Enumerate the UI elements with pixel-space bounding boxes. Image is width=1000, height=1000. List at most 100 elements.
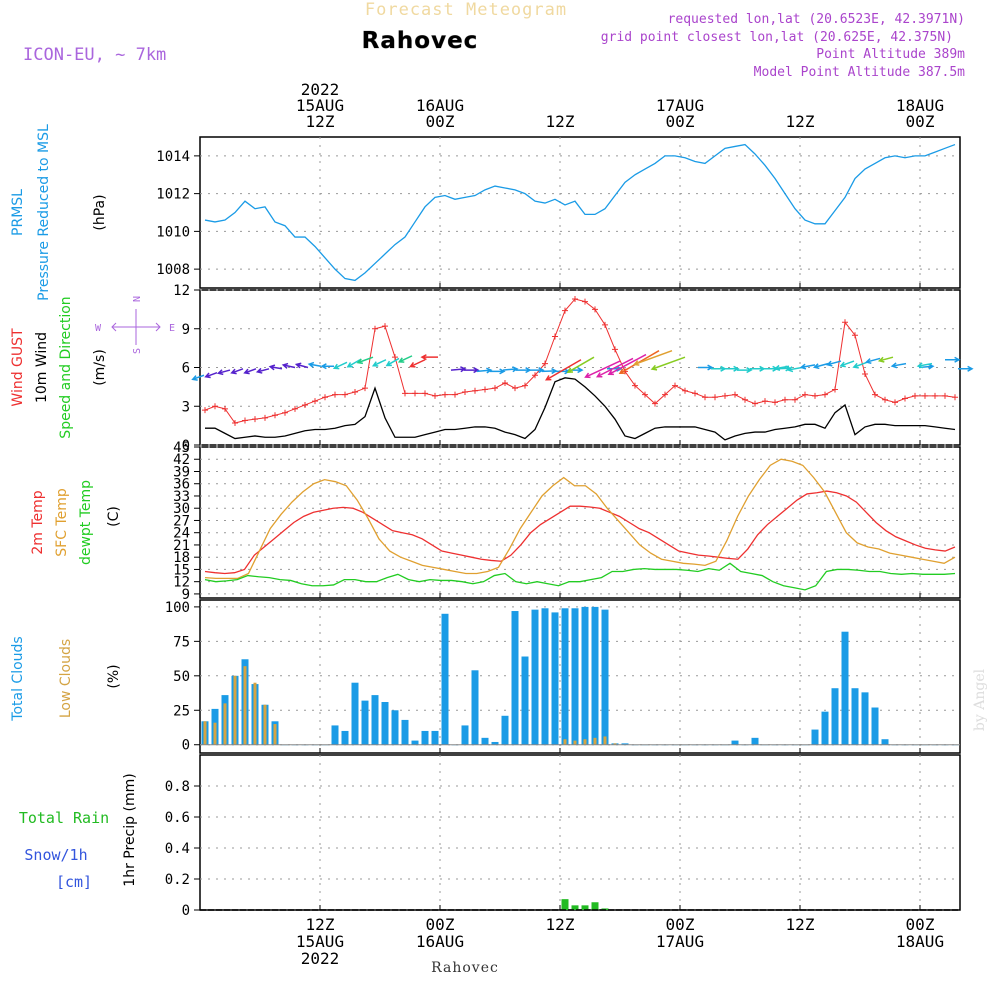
series-label: Speed and Direction <box>58 296 74 438</box>
y-tick-label: 36 <box>173 477 190 493</box>
gust-marker <box>932 392 938 399</box>
gust-line <box>204 298 956 424</box>
total-cloud-bar <box>821 711 829 745</box>
bottom-time-label: 00Z <box>906 915 935 934</box>
model-altitude: Model Point Altitude 387.5m <box>754 65 965 80</box>
y-axis-label: (%) <box>106 664 122 688</box>
total-cloud-bar <box>591 606 599 745</box>
series-label: 10m Wind <box>34 332 50 403</box>
bottom-time-label: 00Z <box>666 915 695 934</box>
wind-direction-arrow <box>839 360 855 368</box>
y-tick-label: 0 <box>182 438 190 454</box>
footer-location: Rahovec <box>431 960 499 976</box>
gust-marker <box>562 307 568 314</box>
low-cloud-bar <box>573 740 577 745</box>
total-cloud-bar <box>501 715 509 745</box>
series-label: SFC Temp <box>54 488 70 557</box>
compass-east: E <box>169 323 175 334</box>
wind-direction-arrow <box>786 366 803 373</box>
gust-marker <box>502 380 508 386</box>
panel-frame <box>199 136 961 289</box>
y-tick-label: 0.6 <box>165 810 190 826</box>
total-cloud-bar <box>381 702 389 745</box>
y-tick-label: 0 <box>182 903 190 919</box>
wind-direction-arrow <box>632 350 673 366</box>
low-cloud-bar <box>223 703 227 745</box>
wind-speed-line <box>205 377 956 441</box>
y-tick-label: 12 <box>173 575 190 591</box>
wind-direction-arrow <box>450 366 467 373</box>
wind-direction-arrow <box>698 364 714 371</box>
panel-clouds: 0 25 50 75 100 Total Clouds Low Clouds (%) <box>10 599 961 754</box>
total-cloud-bar <box>861 692 869 745</box>
top-time-label: 00Z <box>426 112 455 131</box>
series-label: Total Rain <box>19 809 109 827</box>
wind-direction-arrow <box>877 356 894 363</box>
wind-direction-arrow <box>502 366 519 373</box>
y-axis-label: (hPa) <box>92 194 108 230</box>
series-label: [cm] <box>56 873 92 891</box>
requested-coords: requested lon,lat (20.6523E, 42.3971N) <box>668 12 965 27</box>
bottom-time-label: 17AUG <box>656 932 704 951</box>
total-cloud-bar <box>561 608 569 745</box>
low-cloud-bar <box>273 724 277 745</box>
gust-marker <box>652 400 658 407</box>
gust-marker <box>792 396 798 403</box>
gust-marker <box>282 409 288 416</box>
gust-marker <box>632 382 638 389</box>
gust-marker <box>322 394 328 401</box>
gust-marker <box>942 392 948 399</box>
bottom-time-label: 2022 <box>301 949 340 968</box>
total-cloud-bar <box>371 695 379 745</box>
gust-marker <box>862 370 868 377</box>
wind-direction-arrow <box>294 362 309 369</box>
wind-direction-arrow <box>409 359 426 368</box>
rain-bar <box>571 905 579 910</box>
gust-marker <box>242 417 248 424</box>
product-title: Forecast Meteogram <box>365 0 567 20</box>
low-cloud-bar <box>203 721 207 745</box>
wind-direction-arrow <box>356 356 374 365</box>
gust-marker <box>262 414 268 421</box>
wind-direction-arrow <box>420 354 438 361</box>
wind-direction-arrow <box>332 361 348 370</box>
gust-marker <box>602 321 608 328</box>
gust-marker <box>742 396 748 403</box>
gust-marker <box>272 412 278 419</box>
gust-marker <box>222 405 228 412</box>
total-cloud-bar <box>471 670 479 745</box>
rain-bar <box>581 905 589 910</box>
y-tick-label: 25 <box>173 703 190 719</box>
gust-marker <box>882 396 888 403</box>
wind-direction-arrow <box>773 364 790 371</box>
gust-marker <box>422 390 428 397</box>
low-cloud-bar <box>593 737 597 745</box>
gust-marker <box>692 390 698 397</box>
total-cloud-bar <box>731 740 739 745</box>
y-tick-label: 1010 <box>156 224 190 240</box>
gridpoint-coords: grid point closest lon,lat (20.625E, 42.… <box>601 30 953 45</box>
wind-direction-arrow <box>320 363 334 370</box>
wind-direction-arrow <box>650 356 686 371</box>
panel-wind: 0 3 6 9 12 Wind GUST 10m Wind Speed and Directi… <box>10 283 974 454</box>
wind-direction-arrow <box>243 368 257 375</box>
wind-direction-arrow <box>255 367 270 374</box>
gust-marker <box>612 346 618 353</box>
gust-marker <box>352 389 358 396</box>
low-cloud-bar <box>253 682 257 745</box>
wind-direction-arrow <box>385 357 400 367</box>
gust-marker <box>782 396 788 403</box>
top-time-label: 12Z <box>786 112 815 131</box>
gust-marker <box>542 360 548 367</box>
location-title: Rahovec <box>362 28 479 54</box>
y-tick-label: 0.8 <box>165 779 190 795</box>
top-time-label: 00Z <box>906 112 935 131</box>
top-time-label: 18AUG <box>896 96 944 115</box>
total-cloud-bar <box>411 740 419 745</box>
y-tick-label: 0 <box>182 738 190 754</box>
wind-direction-arrow <box>476 367 493 374</box>
top-time-label: 2022 <box>301 80 340 99</box>
gust-marker <box>952 394 958 401</box>
